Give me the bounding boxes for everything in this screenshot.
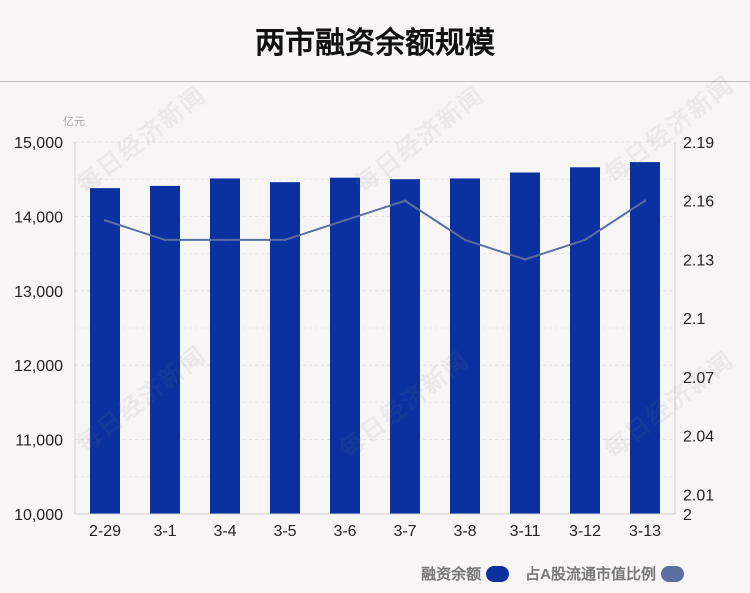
line-point (343, 219, 347, 222)
right-tick-label: 2.19 (683, 135, 714, 152)
legend-swatch-bar (486, 565, 510, 582)
x-tick-label: 3-1 (153, 523, 176, 540)
line-point (283, 238, 287, 242)
legend-item-line: 占A股流通市值比例 (525, 563, 684, 584)
line-point (163, 238, 167, 242)
line-point (643, 199, 647, 202)
bar (450, 178, 480, 514)
left-axis-unit: 亿元 (63, 115, 85, 128)
bar (330, 177, 360, 514)
legend: 融资余额 占A股流通市值比例 (405, 563, 684, 584)
left-tick-label: 14,000 (14, 209, 63, 226)
line-point (523, 258, 527, 261)
chart-title: 两市融资余额规模 (255, 27, 495, 60)
x-tick-label: 3-12 (569, 523, 601, 540)
line-point (583, 238, 587, 242)
bar (390, 179, 420, 514)
bar (510, 172, 540, 514)
right-tick-label: 2.16 (683, 194, 714, 211)
left-tick-label: 12,000 (14, 358, 63, 375)
x-tick-label: 3-5 (273, 523, 296, 540)
bar (210, 178, 240, 514)
line-series (103, 199, 647, 261)
left-tick-label: 15,000 (14, 135, 63, 152)
right-tick-label: 2.13 (683, 252, 714, 269)
bar-series (90, 162, 660, 515)
bar (90, 188, 120, 515)
right-tick-label: 2.1 (683, 311, 705, 328)
left-tick-label: 10,000 (14, 507, 63, 524)
legend-swatch-line (661, 565, 684, 582)
x-tick-label: 2-29 (89, 523, 121, 540)
bar (270, 182, 300, 514)
bar (630, 162, 660, 514)
line-point (223, 238, 227, 242)
bar (570, 167, 600, 514)
legend-label-bar: 融资余额 (421, 566, 482, 583)
legend-item-bar: 融资余额 (421, 563, 510, 584)
series-line (104, 199, 646, 261)
axes: 10,000 11,000 12,000 13,000 14,000 15,000 2 2.0… (14, 135, 714, 540)
line-point (403, 199, 407, 202)
bar (150, 185, 180, 514)
title-divider (0, 81, 750, 82)
x-tick-label: 3-4 (213, 523, 236, 540)
line-point (103, 219, 107, 222)
right-tick-label: 2.04 (683, 429, 714, 446)
x-tick-label: 3-11 (510, 523, 541, 540)
x-tick-label: 3-13 (629, 523, 661, 540)
x-tick-label: 3-8 (453, 523, 476, 540)
x-tick-label: 3-6 (333, 523, 356, 540)
x-tick-label: 3-7 (393, 523, 416, 540)
right-tick-label: 2.01 (683, 487, 714, 504)
legend-label-line: 占A股流通市值比例 (525, 566, 656, 583)
left-tick-label: 13,000 (14, 284, 63, 301)
line-point (463, 238, 467, 242)
right-tick-label: 2.07 (683, 370, 714, 387)
right-tick-label: 2 (683, 507, 692, 524)
left-tick-label: 11,000 (15, 433, 63, 450)
